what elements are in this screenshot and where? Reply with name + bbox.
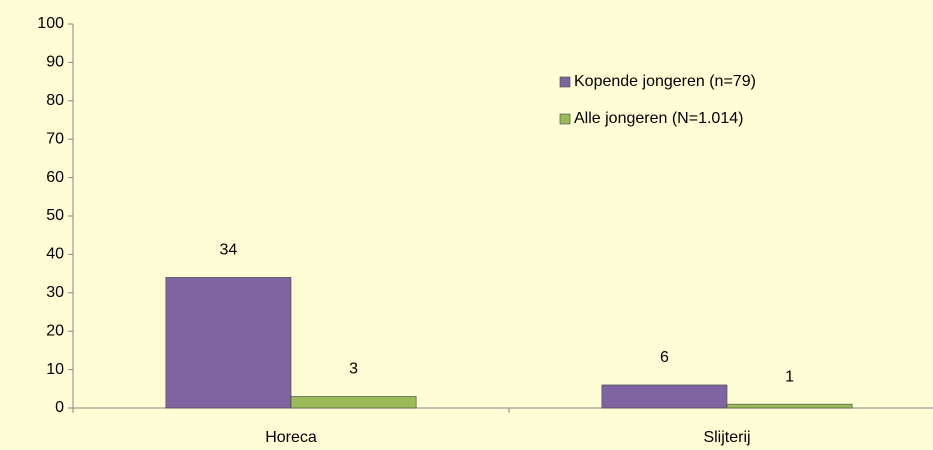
legend-swatch: [559, 113, 571, 125]
bar: [165, 277, 292, 409]
legend-label: Kopende jongeren (n=79): [574, 73, 756, 90]
value-label: 34: [220, 242, 238, 259]
bar: [601, 384, 728, 409]
y-tick-label: 0: [55, 399, 64, 416]
value-label: 6: [660, 349, 669, 366]
bar: [726, 403, 853, 409]
y-tick-label: 30: [46, 284, 64, 301]
y-tick-label: 70: [46, 130, 64, 147]
x-tick-label: Slijterij: [703, 429, 750, 446]
y-tick-label: 60: [46, 169, 64, 186]
y-tick-label: 40: [46, 246, 64, 263]
y-tick-label: 90: [46, 54, 64, 71]
y-tick-label: 20: [46, 322, 64, 339]
bar: [290, 396, 417, 409]
y-tick-label: 10: [46, 361, 64, 378]
y-tick-label: 80: [46, 92, 64, 109]
legend-swatch: [559, 76, 571, 88]
value-label: 3: [349, 361, 358, 378]
legend-label: Alle jongeren (N=1.014): [574, 110, 743, 127]
x-tick-label: Horeca: [265, 429, 317, 446]
y-tick-label: 50: [46, 207, 64, 224]
value-label: 1: [785, 368, 794, 385]
y-tick-label: 100: [37, 15, 64, 32]
